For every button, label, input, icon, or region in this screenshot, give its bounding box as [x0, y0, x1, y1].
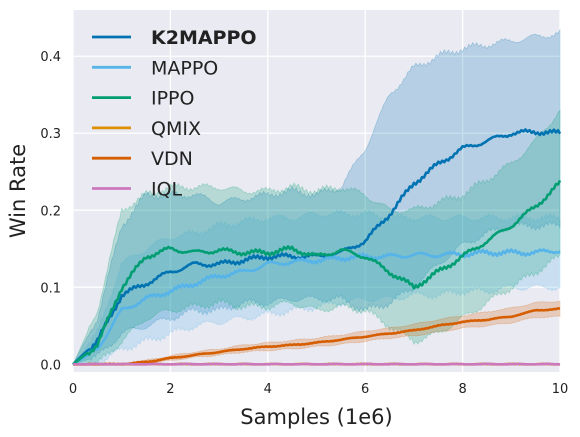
- legend-label-qmix: QMIX: [151, 118, 201, 140]
- y-axis-title: Win Rate: [6, 144, 30, 238]
- tick-labels: 0 2 4 6 8 10 0.0 0.1 0.2 0.3 0.4: [40, 50, 568, 397]
- band-mappo: [72, 209, 561, 365]
- confidence-bands: [72, 28, 561, 366]
- plot-background: [73, 10, 560, 372]
- line-vdn: [73, 307, 561, 366]
- line-iql: [73, 362, 560, 366]
- legend-label-k2mappo: K2MAPPO: [151, 27, 257, 49]
- x-axis-title: Samples (1e6): [240, 405, 392, 429]
- legend: K2MAPPO MAPPO IPPO QMIX VDN IQL: [92, 27, 257, 201]
- legend-label-ippo: IPPO: [151, 88, 194, 110]
- band-k2mappo: [72, 28, 561, 365]
- y-tick-label: 0.1: [40, 281, 61, 296]
- legend-label-vdn: VDN: [151, 148, 193, 170]
- line-ippo: [72, 179, 562, 366]
- x-tick-label: 4: [264, 382, 272, 397]
- y-tick-label: 0.2: [40, 204, 61, 219]
- y-tick-label: 0.4: [40, 50, 61, 65]
- x-tick-label: 10: [552, 382, 569, 397]
- x-tick-label: 6: [361, 382, 369, 397]
- grid: [72, 10, 561, 372]
- legend-label-iql: IQL: [151, 179, 183, 201]
- x-tick-label: 8: [458, 382, 466, 397]
- legend-label-mappo: MAPPO: [151, 57, 218, 79]
- y-tick-label: 0.0: [40, 358, 61, 373]
- x-tick-label: 2: [166, 382, 174, 397]
- y-tick-label: 0.3: [40, 127, 61, 142]
- x-tick-label: 0: [69, 382, 77, 397]
- line-k2mappo: [72, 128, 562, 366]
- series-lines: [72, 128, 562, 366]
- band-vdn: [73, 300, 561, 365]
- line-mappo: [72, 248, 561, 366]
